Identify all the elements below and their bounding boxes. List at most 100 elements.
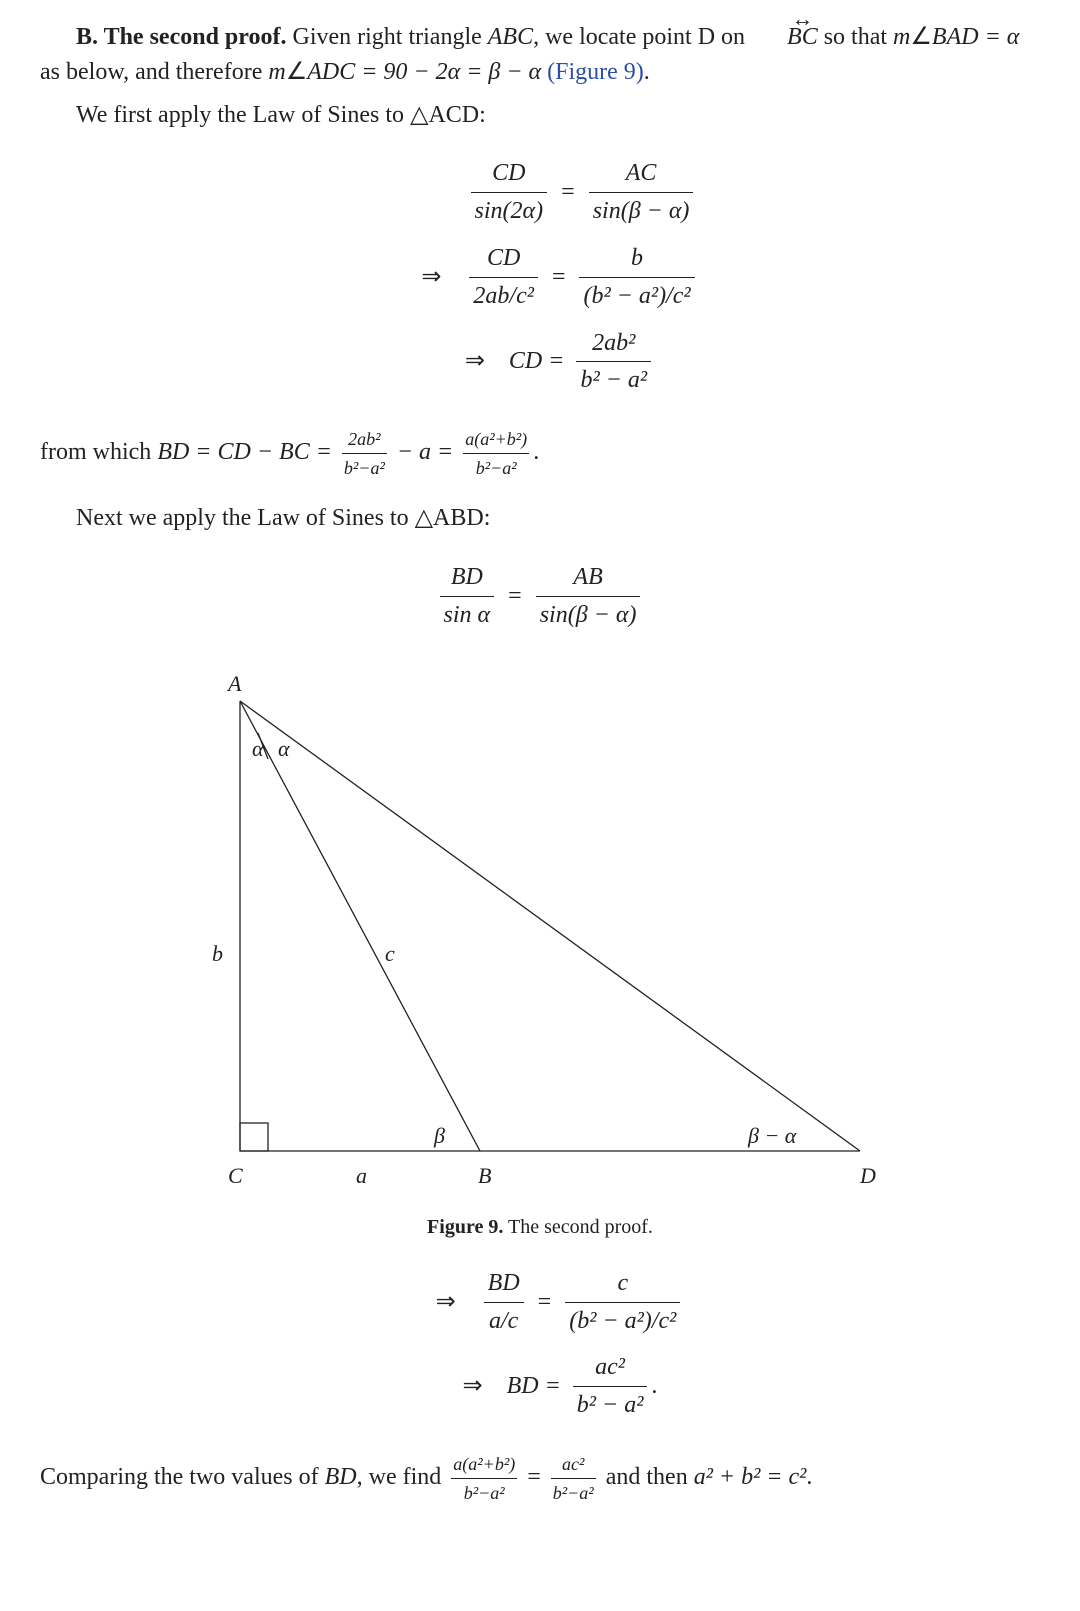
p5-eq: = xyxy=(521,1464,547,1490)
eq-row-C: ⇒ CD = 2ab²b² − a² xyxy=(425,326,655,399)
angle-symbol-2 xyxy=(286,59,308,85)
p5-f1-num: a(a²+b²) xyxy=(451,1451,517,1477)
eq-row-A: CDsin(2α) = ACsin(β − α) xyxy=(383,156,698,229)
eqD-r-num: AB xyxy=(569,560,606,595)
equals-E: = xyxy=(538,1285,552,1320)
eq-row-D: BDsin α = ABsin(β − α) xyxy=(436,560,645,633)
eqF-lhs: BD = xyxy=(507,1369,561,1404)
eqE-l-num: BD xyxy=(484,1266,524,1301)
line-bc: BC xyxy=(751,20,818,55)
p2-text: We first apply the Law of Sines to △ACD: xyxy=(76,102,486,128)
eqB-l-den: 2ab/c² xyxy=(469,279,538,314)
eqA-r-den: sin(β − α) xyxy=(589,194,694,229)
p5-f2-den: b²−a² xyxy=(551,1480,596,1506)
eqE-r-den: (b² − a²)/c² xyxy=(565,1304,680,1339)
measure-prefix-2: m xyxy=(268,59,285,85)
eq-row-E: ⇒ BDa/c = c(b² − a²)/c² xyxy=(396,1266,685,1339)
svg-text:A: A xyxy=(226,671,242,696)
p3-f2-num: a(a²+b²) xyxy=(463,426,529,452)
figure-caption-label: Figure 9. xyxy=(427,1216,503,1238)
p1-text-b: , we locate point D on xyxy=(533,24,751,50)
p5-d: and then xyxy=(600,1464,694,1490)
eq-row-F: ⇒ BD = ac²b² − a² . xyxy=(423,1350,658,1423)
equation-block-1: CDsin(2α) = ACsin(β − α) ⇒ CD2ab/c² = b(… xyxy=(40,150,1040,404)
figure-caption: Figure 9. The second proof. xyxy=(427,1213,653,1242)
arrow-B: ⇒ xyxy=(381,260,465,295)
eqB-r-num: b xyxy=(627,241,647,276)
eqE-r-num: c xyxy=(613,1266,632,1301)
eqF-den: b² − a² xyxy=(573,1388,648,1423)
paragraph-2: We first apply the Law of Sines to △ACD: xyxy=(40,98,1040,133)
svg-text:a: a xyxy=(356,1163,367,1188)
p4-text: Next we apply the Law of Sines to △ABD: xyxy=(76,505,490,531)
paragraph-4: Next we apply the Law of Sines to △ABD: xyxy=(40,501,1040,536)
p1-text-a: Given right triangle xyxy=(286,24,487,50)
p5-c: , we find xyxy=(357,1464,448,1490)
p3-b: BD = CD − BC = xyxy=(157,439,338,465)
paragraph-1: B. The second proof. Given right triangl… xyxy=(40,20,1040,90)
page-root: B. The second proof. Given right triangl… xyxy=(0,0,1080,1544)
p3-f2-den: b²−a² xyxy=(474,455,519,481)
eqA-l-num: CD xyxy=(488,156,529,191)
p5-final: a² + b² = c² xyxy=(694,1464,807,1490)
svg-text:α: α xyxy=(278,736,290,761)
equation-block-3: ⇒ BDa/c = c(b² − a²)/c² ⇒ BD = ac²b² − a… xyxy=(40,1260,1040,1429)
eqF-tail: . xyxy=(651,1369,657,1404)
p3-f1-num: 2ab² xyxy=(346,426,382,452)
eqE-l-den: a/c xyxy=(485,1304,522,1339)
svg-text:c: c xyxy=(385,941,395,966)
p1-text-e: as below, and therefore xyxy=(40,59,268,85)
arrow-F: ⇒ xyxy=(423,1369,507,1404)
angle-symbol-1 xyxy=(910,24,932,50)
svg-text:α: α xyxy=(252,736,264,761)
eqF-num: ac² xyxy=(591,1350,629,1385)
p5-f2-num: ac² xyxy=(560,1451,586,1477)
angle-bad: BAD xyxy=(932,24,979,50)
svg-text:D: D xyxy=(859,1163,876,1188)
angle-adc: ADC xyxy=(307,59,355,85)
p1-text-c: so that xyxy=(818,24,893,50)
eqA-l-den: sin(2α) xyxy=(471,194,548,229)
eqD-r-den: sin(β − α) xyxy=(536,598,641,633)
equation-block-2: BDsin α = ABsin(β − α) xyxy=(40,554,1040,639)
p3-f1-den: b²−a² xyxy=(342,455,387,481)
figure-caption-text: The second proof. xyxy=(503,1216,653,1238)
measure-prefix-1: m xyxy=(893,24,910,50)
svg-text:b: b xyxy=(212,941,223,966)
arrow-E: ⇒ xyxy=(396,1285,480,1320)
section-heading: B. The second proof. xyxy=(76,24,286,50)
eq-row-B: ⇒ CD2ab/c² = b(b² − a²)/c² xyxy=(381,241,698,314)
p5-f1-den: b²−a² xyxy=(462,1480,507,1506)
eqB-l-num: CD xyxy=(483,241,524,276)
svg-text:B: B xyxy=(478,1163,491,1188)
eqD-l-num: BD xyxy=(447,560,487,595)
svg-text:β − α: β − α xyxy=(747,1123,797,1148)
eqC-lhs: CD = xyxy=(509,344,565,379)
p1-abc: ABC xyxy=(488,24,533,50)
eqB-r-den: (b² − a²)/c² xyxy=(579,279,694,314)
p5-a: Comparing the two values of xyxy=(40,1464,325,1490)
svg-text:β: β xyxy=(433,1123,445,1148)
eq-90: = 90 − 2α = β − α xyxy=(355,59,547,85)
paragraph-5: Comparing the two values of BD, we find … xyxy=(40,1451,1040,1506)
arrow-C: ⇒ xyxy=(425,344,509,379)
p3-mid: − a = xyxy=(391,439,459,465)
eqD-l-den: sin α xyxy=(440,598,495,633)
figure-9: A C B Db a c αα β β − α Figure 9. The second pro… xyxy=(40,661,1040,1242)
figure-svg: A C B Db a c αα β β − α xyxy=(160,661,920,1201)
p3-end: . xyxy=(533,439,539,465)
equals-2: = xyxy=(552,260,566,295)
equals-1: = xyxy=(561,175,575,210)
svg-text:C: C xyxy=(228,1163,243,1188)
p1-end: . xyxy=(644,59,650,85)
p5-bd: BD xyxy=(325,1464,357,1490)
p5-end: . xyxy=(806,1464,812,1490)
equals-D: = xyxy=(508,579,522,614)
eqC-num: 2ab² xyxy=(588,326,639,361)
paragraph-3: from which BD = CD − BC = 2ab² b²−a² − a … xyxy=(40,426,1040,481)
p3-a: from which xyxy=(40,439,157,465)
eqC-den: b² − a² xyxy=(576,363,651,398)
eq-alpha: = α xyxy=(979,24,1020,50)
eqA-r-num: AC xyxy=(622,156,661,191)
figure-ref-link[interactable]: (Figure 9) xyxy=(547,59,644,85)
